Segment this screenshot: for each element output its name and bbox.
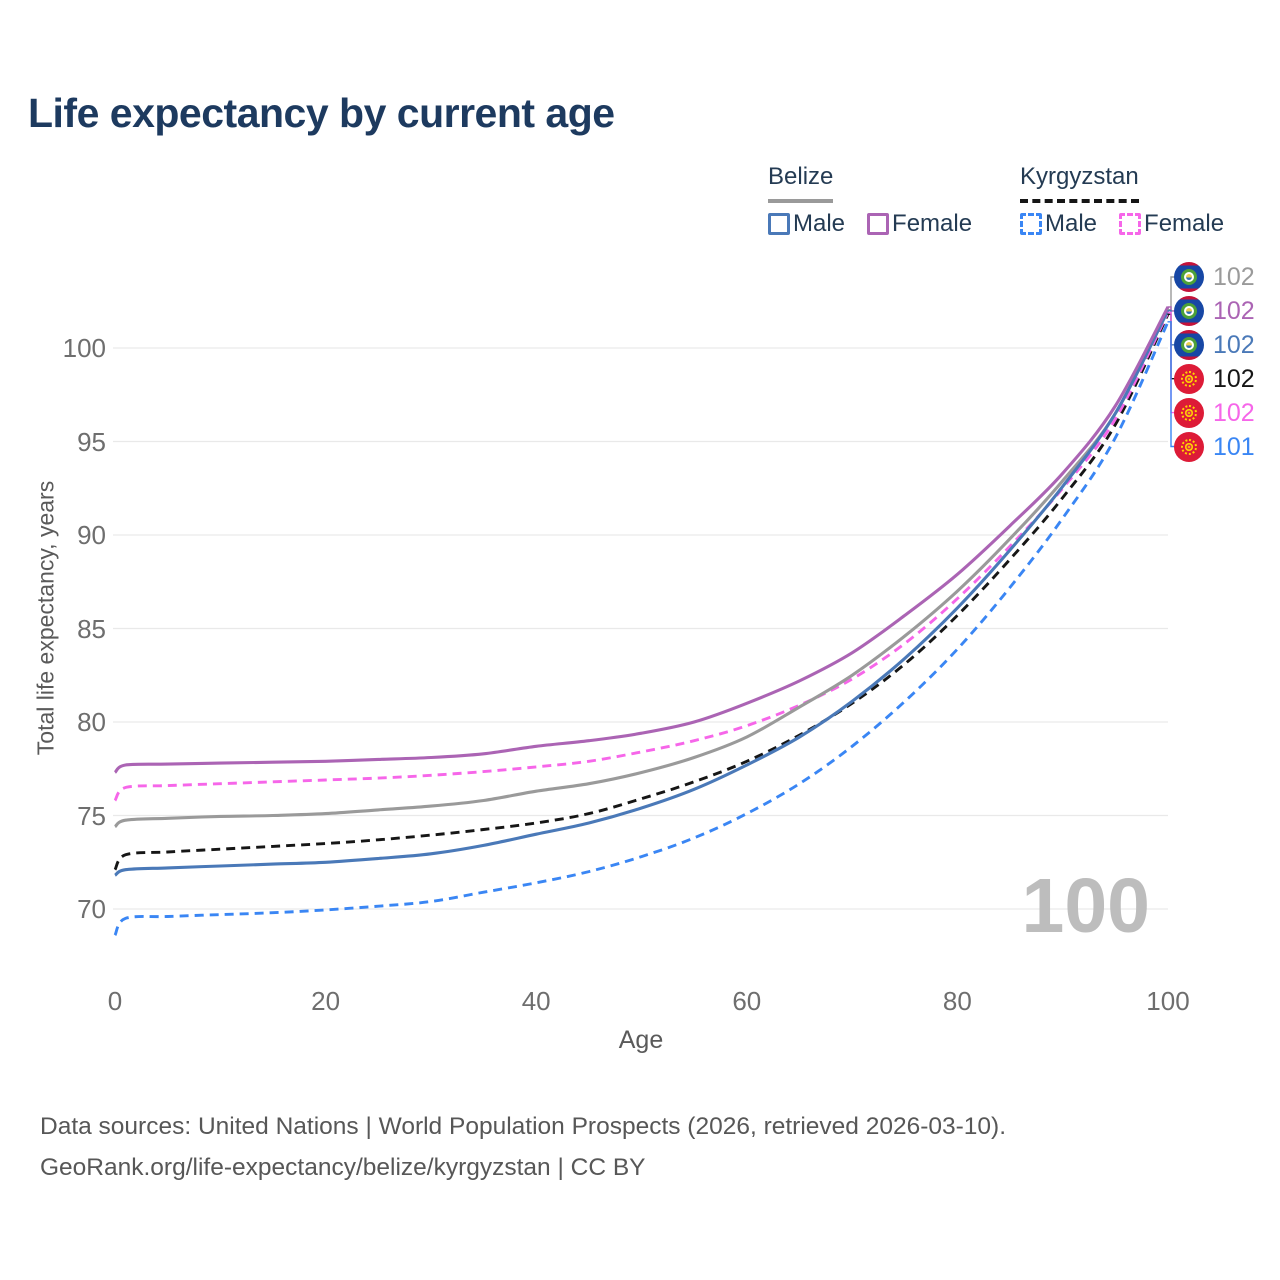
x-axis-title: Age <box>618 1026 664 1054</box>
end-label-value: 102 <box>1213 398 1255 427</box>
end-label-row: 102 <box>1174 329 1255 361</box>
legend-group-belize: Belize Male Female <box>768 163 972 238</box>
x-tick-label: 0 <box>107 986 123 1016</box>
y-tick-label: 100 <box>62 333 106 363</box>
series-line-belize-male <box>114 309 1170 877</box>
x-tick-label: 60 <box>732 986 762 1016</box>
legend-item-belize-male-label: Male <box>793 210 846 237</box>
y-tick-label: 75 <box>77 800 106 831</box>
end-label-row: 102 <box>1174 397 1255 429</box>
end-label-row: 102 <box>1174 363 1255 395</box>
belize-female-swatch-icon <box>867 213 890 235</box>
x-tick-label: 80 <box>942 986 972 1016</box>
kyrgyzstan-flag-icon <box>1174 397 1204 428</box>
legend-item-belize-male[interactable]: Male <box>768 210 845 238</box>
series-line-kyrgyzstan-all <box>113 313 1170 871</box>
kyrgyzstan-flag-icon <box>1174 431 1204 462</box>
y-tick-label: 85 <box>77 613 106 644</box>
legend-group-kyrgyzstan: Kyrgyzstan Male Female <box>1020 163 1224 238</box>
end-label-value: 102 <box>1213 263 1255 291</box>
series-line-kyrgyzstan-female <box>113 311 1170 802</box>
footer: Data sources: United Nations | World Pop… <box>40 1106 1006 1188</box>
end-label-value: 102 <box>1213 364 1255 393</box>
x-tick-label: 20 <box>311 986 341 1016</box>
footer-attribution: GeoRank.org/life-expectancy/belize/kyrgy… <box>40 1154 646 1181</box>
kyrgyzstan-flag-icon <box>1174 363 1204 394</box>
page-title: Life expectancy by current age <box>28 90 615 136</box>
y-tick-label: 80 <box>77 707 106 737</box>
series-line-belize-all <box>113 308 1170 829</box>
series-line-kyrgyzstan-male <box>113 321 1170 936</box>
end-label-value: 101 <box>1213 432 1255 461</box>
legend-item-kyrgyzstan-female-label: Female <box>1144 210 1225 237</box>
belize-flag-icon <box>1174 329 1204 360</box>
legend-country-belize[interactable]: Belize <box>768 163 834 203</box>
end-label-row: 101 <box>1174 431 1255 463</box>
y-tick-label: 70 <box>77 894 106 924</box>
belize-flag-icon <box>1174 295 1204 326</box>
kyrgyzstan-male-swatch-icon <box>1020 213 1042 235</box>
footer-data-sources: Data sources: United Nations | World Pop… <box>40 1113 1007 1140</box>
end-label-value: 102 <box>1213 296 1255 325</box>
legend-country-kyrgyzstan[interactable]: Kyrgyzstan <box>1020 163 1139 203</box>
x-tick-label: 100 <box>1146 986 1190 1016</box>
belize-flag-icon <box>1174 262 1204 292</box>
end-label-row: 102 <box>1174 261 1255 293</box>
legend-item-kyrgyzstan-male-label: Male <box>1045 210 1098 237</box>
series-line-belize-female <box>113 306 1170 774</box>
belize-male-swatch-icon <box>768 213 790 235</box>
end-label-row: 102 <box>1174 295 1255 327</box>
legend-item-belize-female[interactable]: Female <box>867 210 972 238</box>
end-label-value: 102 <box>1213 330 1255 359</box>
age-watermark: 100 <box>1021 863 1150 949</box>
legend-country-kyrgyzstan-label: Kyrgyzstan <box>1020 163 1139 190</box>
y-tick-label: 95 <box>77 426 106 457</box>
legend-item-belize-female-label: Female <box>892 210 973 237</box>
legend-item-kyrgyzstan-male[interactable]: Male <box>1020 210 1097 238</box>
y-tick-label: 90 <box>77 520 106 550</box>
legend-item-kyrgyzstan-female[interactable]: Female <box>1119 210 1224 238</box>
legend-country-belize-label: Belize <box>768 163 834 190</box>
x-tick-label: 40 <box>521 986 551 1016</box>
kyrgyzstan-female-swatch-icon <box>1119 213 1142 235</box>
